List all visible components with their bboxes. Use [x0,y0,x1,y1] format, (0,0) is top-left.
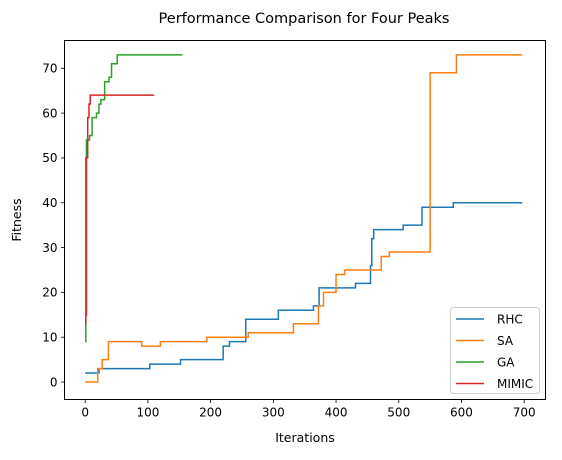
y-tick-label: 50 [42,151,57,165]
y-tick-label: 70 [42,62,57,76]
y-tick-label: 0 [50,375,58,389]
legend-frame [450,307,540,394]
y-tick-label: 30 [42,241,57,255]
series-line-mimic [85,94,155,325]
x-tick-label: 600 [450,406,473,420]
x-tick-label: 500 [387,406,410,420]
plot-frame [64,40,546,400]
series-line-rhc [85,201,523,374]
series-layer [85,54,523,383]
y-tick-label: 40 [42,196,57,210]
legend-label-mimic: MIMIC [497,377,533,391]
legend-entries: RHC SA GA MIMIC [456,312,533,391]
x-tick-label: 100 [136,406,159,420]
series-line-sa [85,54,523,383]
y-tick-label: 10 [42,331,57,345]
legend-label-ga: GA [497,355,515,369]
y-axis-label: Fitness [9,198,24,241]
y-tick-label: 60 [42,106,57,120]
x-tick-label: 0 [81,406,89,420]
y-axis-ticks: 0 10 20 30 40 50 60 70 [42,62,65,389]
legend-label-sa: SA [497,334,514,348]
series-line-ga [85,54,183,343]
legend: RHC SA GA MIMIC [450,307,540,394]
x-axis-label: Iterations [275,430,335,445]
x-tick-label: 700 [513,406,536,420]
y-tick-label: 20 [42,286,57,300]
x-tick-label: 400 [325,406,348,420]
x-tick-label: 200 [199,406,222,420]
x-tick-label: 300 [262,406,285,420]
chart-title: Performance Comparison for Four Peaks [159,11,450,27]
legend-label-rhc: RHC [497,312,523,326]
x-axis-ticks: 0 100 200 300 400 500 600 700 [81,399,536,420]
